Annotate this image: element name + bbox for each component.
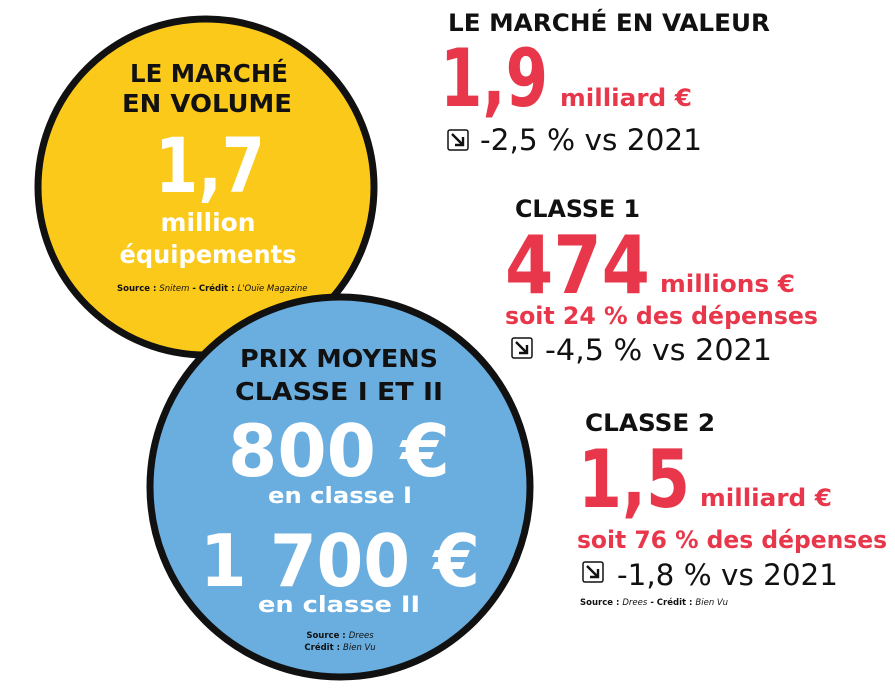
valeur-title: LE MARCHÉ EN VALEUR [448,8,770,37]
volume-title: LE MARCHÉ [130,59,288,88]
classe1-title: CLASSE 1 [515,195,640,223]
volume-title: EN VOLUME [122,89,292,118]
prix-source: Source : Drees [306,631,374,641]
classe2-source: Source : Drees - Crédit : Bien Vu [580,597,728,608]
classe1-change: -4,5 % vs 2021 [545,333,772,367]
source-label: Source : [117,284,156,294]
credit: L'Ouïe Magazine [237,284,307,294]
valeur-change: -2,5 % vs 2021 [480,123,702,157]
prix-title: PRIX MOYENS [240,344,438,373]
prix-circle [146,293,534,681]
classe2-title: CLASSE 2 [585,409,715,437]
prix-label: en classe I [268,484,412,509]
down-arrow-icon [581,560,605,584]
credit-label: Crédit : [304,642,340,653]
down-arrow-icon [510,336,534,360]
credit-label: - Crédit : [650,597,692,608]
volume-unit: équipements [120,240,297,269]
prix-title: CLASSE I ET II [235,377,443,406]
valeur-value: 1,9 [440,32,548,125]
credit: Bien Vu [343,643,376,653]
credit: Bien Vu [695,598,728,608]
volume-value: 1,7 [155,121,265,210]
source: Drees [622,598,647,608]
volume-source: Source : Snitem - Crédit : L'Ouïe Magazine [117,283,308,294]
credit-label: - Crédit : [192,283,234,294]
source-label: Source : [580,598,619,608]
volume-unit: million [161,208,256,237]
prix-value: 800 € [228,409,450,493]
valeur-unit: milliard € [560,84,692,112]
prix-credit: Crédit : Bien Vu [304,642,375,653]
classe2-change: -1,8 % vs 2021 [617,558,838,592]
classe1-share: soit 24 % des dépenses [505,302,818,330]
down-arrow-icon [446,128,470,152]
classe1-value: 474 [505,219,650,312]
source: Drees [349,631,374,641]
classe2-value: 1,5 [578,433,690,526]
prix-value: 1 700 € [200,519,480,603]
source: Snitem [159,284,189,294]
source-label: Source : [306,631,345,641]
prix-label: en classe II [258,593,420,618]
classe2-share: soit 76 % des dépenses [577,526,887,554]
classe1-unit: millions € [660,270,795,298]
classe2-unit: milliard € [700,484,832,512]
